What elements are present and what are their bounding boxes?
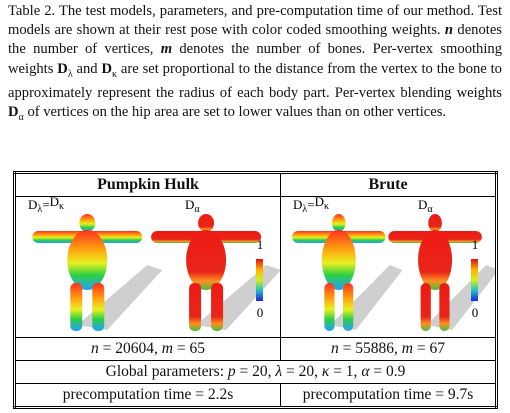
model xyxy=(388,214,482,331)
label-part: = xyxy=(42,197,49,212)
model-part xyxy=(189,283,202,331)
caption-text: D xyxy=(8,103,19,120)
caption-text: D xyxy=(57,60,68,77)
label-part: D xyxy=(418,197,427,212)
stats-text: m xyxy=(161,340,173,357)
caption-text: λ xyxy=(67,68,73,80)
colorbar-label: 1 xyxy=(472,237,479,252)
caption-text: α xyxy=(18,111,24,123)
model-part xyxy=(331,214,346,232)
caption-text: and xyxy=(72,60,102,77)
figure-cell: Dλ=Dκ Dα 1 0 xyxy=(14,196,281,338)
global-text: = 20, xyxy=(282,363,322,380)
global-cell: Global parameters: p = 20, λ = 20, κ = 1… xyxy=(14,360,497,384)
colorbar xyxy=(256,259,263,301)
colorbar-label: 0 xyxy=(257,305,264,320)
model-part xyxy=(428,214,442,232)
label-part: D xyxy=(50,197,59,209)
global-text: = 1, xyxy=(329,363,362,380)
model-part xyxy=(198,214,215,232)
caption: Table 2. The test models, parameters, an… xyxy=(8,2,502,127)
global-text: = 0.9 xyxy=(369,363,406,380)
caption-text: of vertices on the hip area are set to l… xyxy=(23,103,447,120)
stats-text: = 55886, xyxy=(338,340,402,357)
colorbar xyxy=(471,259,478,301)
table: Pumpkin Hulk Brute Dλ=Dκ Dα 1 0 Dλ=Dκ Dα 1 0 n… xyxy=(13,171,498,409)
caption-text: κ xyxy=(112,68,118,80)
model-part xyxy=(420,283,431,331)
model-part xyxy=(67,230,108,290)
column-title: Brute xyxy=(280,172,497,197)
time-cell: precomputation time = 9.7s xyxy=(280,383,497,408)
global-text: = 20, xyxy=(235,363,276,380)
stats-text: m xyxy=(401,340,413,357)
caption-text: are set proportional to the distance fro… xyxy=(8,60,502,101)
model-part xyxy=(79,214,96,232)
global-text: κ xyxy=(321,363,330,380)
label-part: = xyxy=(307,197,314,212)
caption-text: D xyxy=(101,60,113,77)
model-part xyxy=(343,283,354,331)
model-part xyxy=(439,283,450,331)
label-part: D xyxy=(28,197,37,212)
model xyxy=(32,214,143,331)
caption-text: denotes the number of vertices, xyxy=(8,22,502,58)
global-text: α xyxy=(361,363,370,380)
stats-text: n xyxy=(331,340,339,357)
global-text: Global parameters: xyxy=(105,363,228,380)
column-title: Pumpkin Hulk xyxy=(14,172,281,197)
image-label: Dλ=Dκ xyxy=(293,197,329,215)
model-part xyxy=(92,283,105,331)
model xyxy=(292,214,386,331)
model-part xyxy=(321,230,356,290)
caption-text: denotes the number of bones. Per-vertex … xyxy=(8,41,502,77)
stats-text: n xyxy=(91,340,99,357)
stats-text: = 65 xyxy=(172,340,205,357)
colorbar-label: 1 xyxy=(257,237,264,252)
colorbar-label: 0 xyxy=(472,305,479,320)
caption-text: n xyxy=(444,22,454,39)
caption-text: Table 2. The test models, parameters, an… xyxy=(8,3,502,39)
model-part xyxy=(324,283,335,331)
image-label: Dα xyxy=(418,197,433,215)
model xyxy=(151,214,262,331)
label-part: D xyxy=(185,197,194,212)
model-part xyxy=(418,230,453,290)
model-part xyxy=(211,283,224,331)
global-text: λ xyxy=(275,363,283,380)
model-part xyxy=(186,230,227,290)
figure-cell: Dλ=Dκ Dα 1 0 xyxy=(280,196,497,338)
label-part: κ xyxy=(324,201,329,212)
global-text: p xyxy=(227,363,236,380)
stats-text: = 67 xyxy=(412,340,445,357)
image-label: Dα xyxy=(185,197,200,215)
stats-cell: n = 55886, m = 67 xyxy=(280,337,497,361)
model-part xyxy=(70,283,83,331)
time-cell: precomputation time = 2.2s xyxy=(14,383,281,408)
label-part: α xyxy=(427,204,433,215)
label-part: λ xyxy=(302,204,307,215)
stats-text: = 20604, xyxy=(98,340,162,357)
label-part: λ xyxy=(37,204,42,215)
stats-cell: n = 20604, m = 65 xyxy=(14,337,281,361)
label-part: κ xyxy=(59,201,64,212)
image-label: Dλ=Dκ xyxy=(28,197,64,215)
label-part: D xyxy=(293,197,302,212)
label-part: D xyxy=(315,197,324,209)
caption-text: m xyxy=(160,41,173,58)
label-part: α xyxy=(194,204,200,215)
